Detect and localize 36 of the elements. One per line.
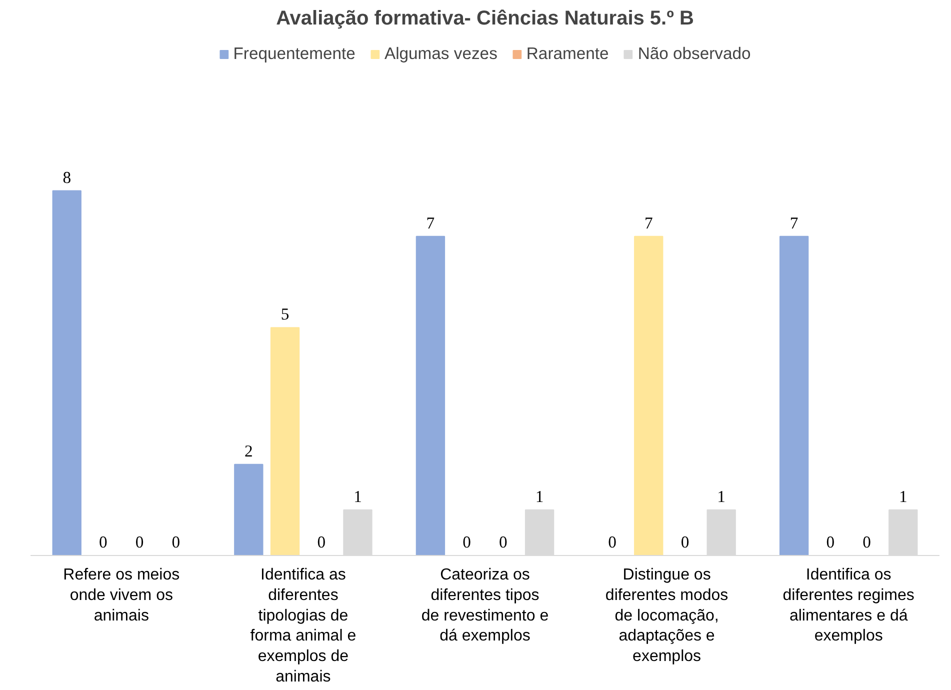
- bar: [416, 236, 446, 556]
- x-tick-label: Identifica os diferentes regimes alimentares e dá exemplos: [782, 566, 914, 645]
- data-label: 0: [172, 532, 180, 552]
- legend-label: Raramente: [526, 44, 609, 64]
- data-label: 0: [317, 532, 326, 552]
- data-label: 0: [135, 532, 144, 552]
- legend-label: Algumas vezes: [384, 44, 498, 64]
- data-label: 5: [280, 304, 290, 324]
- data-label: 1: [898, 486, 908, 506]
- chart-title: Avaliação formativa- Ciências Naturais 5.º B: [276, 8, 694, 30]
- data-label: 2: [244, 441, 253, 460]
- data-label: 7: [790, 213, 798, 232]
- data-label: 7: [426, 213, 435, 232]
- data-label: 0: [862, 532, 871, 552]
- bar: [270, 327, 300, 556]
- data-label: 1: [717, 486, 726, 506]
- data-label: 0: [99, 532, 108, 552]
- x-tick-label: Identifica as diferentes tipologias de forma animal e exemplos de animais: [250, 566, 356, 686]
- data-label: 0: [680, 532, 690, 552]
- data-label: 0: [826, 532, 835, 552]
- data-label: 1: [354, 486, 362, 506]
- x-tick-label: Cateoriza os diferentes tipos de revestimento e dá exemplos: [421, 566, 549, 645]
- data-label: 1: [535, 486, 544, 506]
- x-tick-label: Refere os meios onde vivem os animais: [63, 566, 180, 624]
- data-label: 7: [644, 213, 653, 232]
- bar: [52, 190, 82, 556]
- bar: [634, 236, 664, 556]
- legend-label: Frequentemente: [233, 44, 356, 64]
- data-label: 8: [62, 168, 72, 187]
- bar: [234, 464, 264, 556]
- x-tick-label: Distingue os diferentes modos de locomação, adaptações e exemplos: [605, 566, 728, 666]
- legend-label: Não observado: [638, 44, 751, 64]
- bar: [779, 236, 809, 556]
- data-label: 0: [462, 532, 471, 552]
- data-label: 0: [499, 532, 508, 552]
- data-label: 0: [608, 532, 616, 552]
